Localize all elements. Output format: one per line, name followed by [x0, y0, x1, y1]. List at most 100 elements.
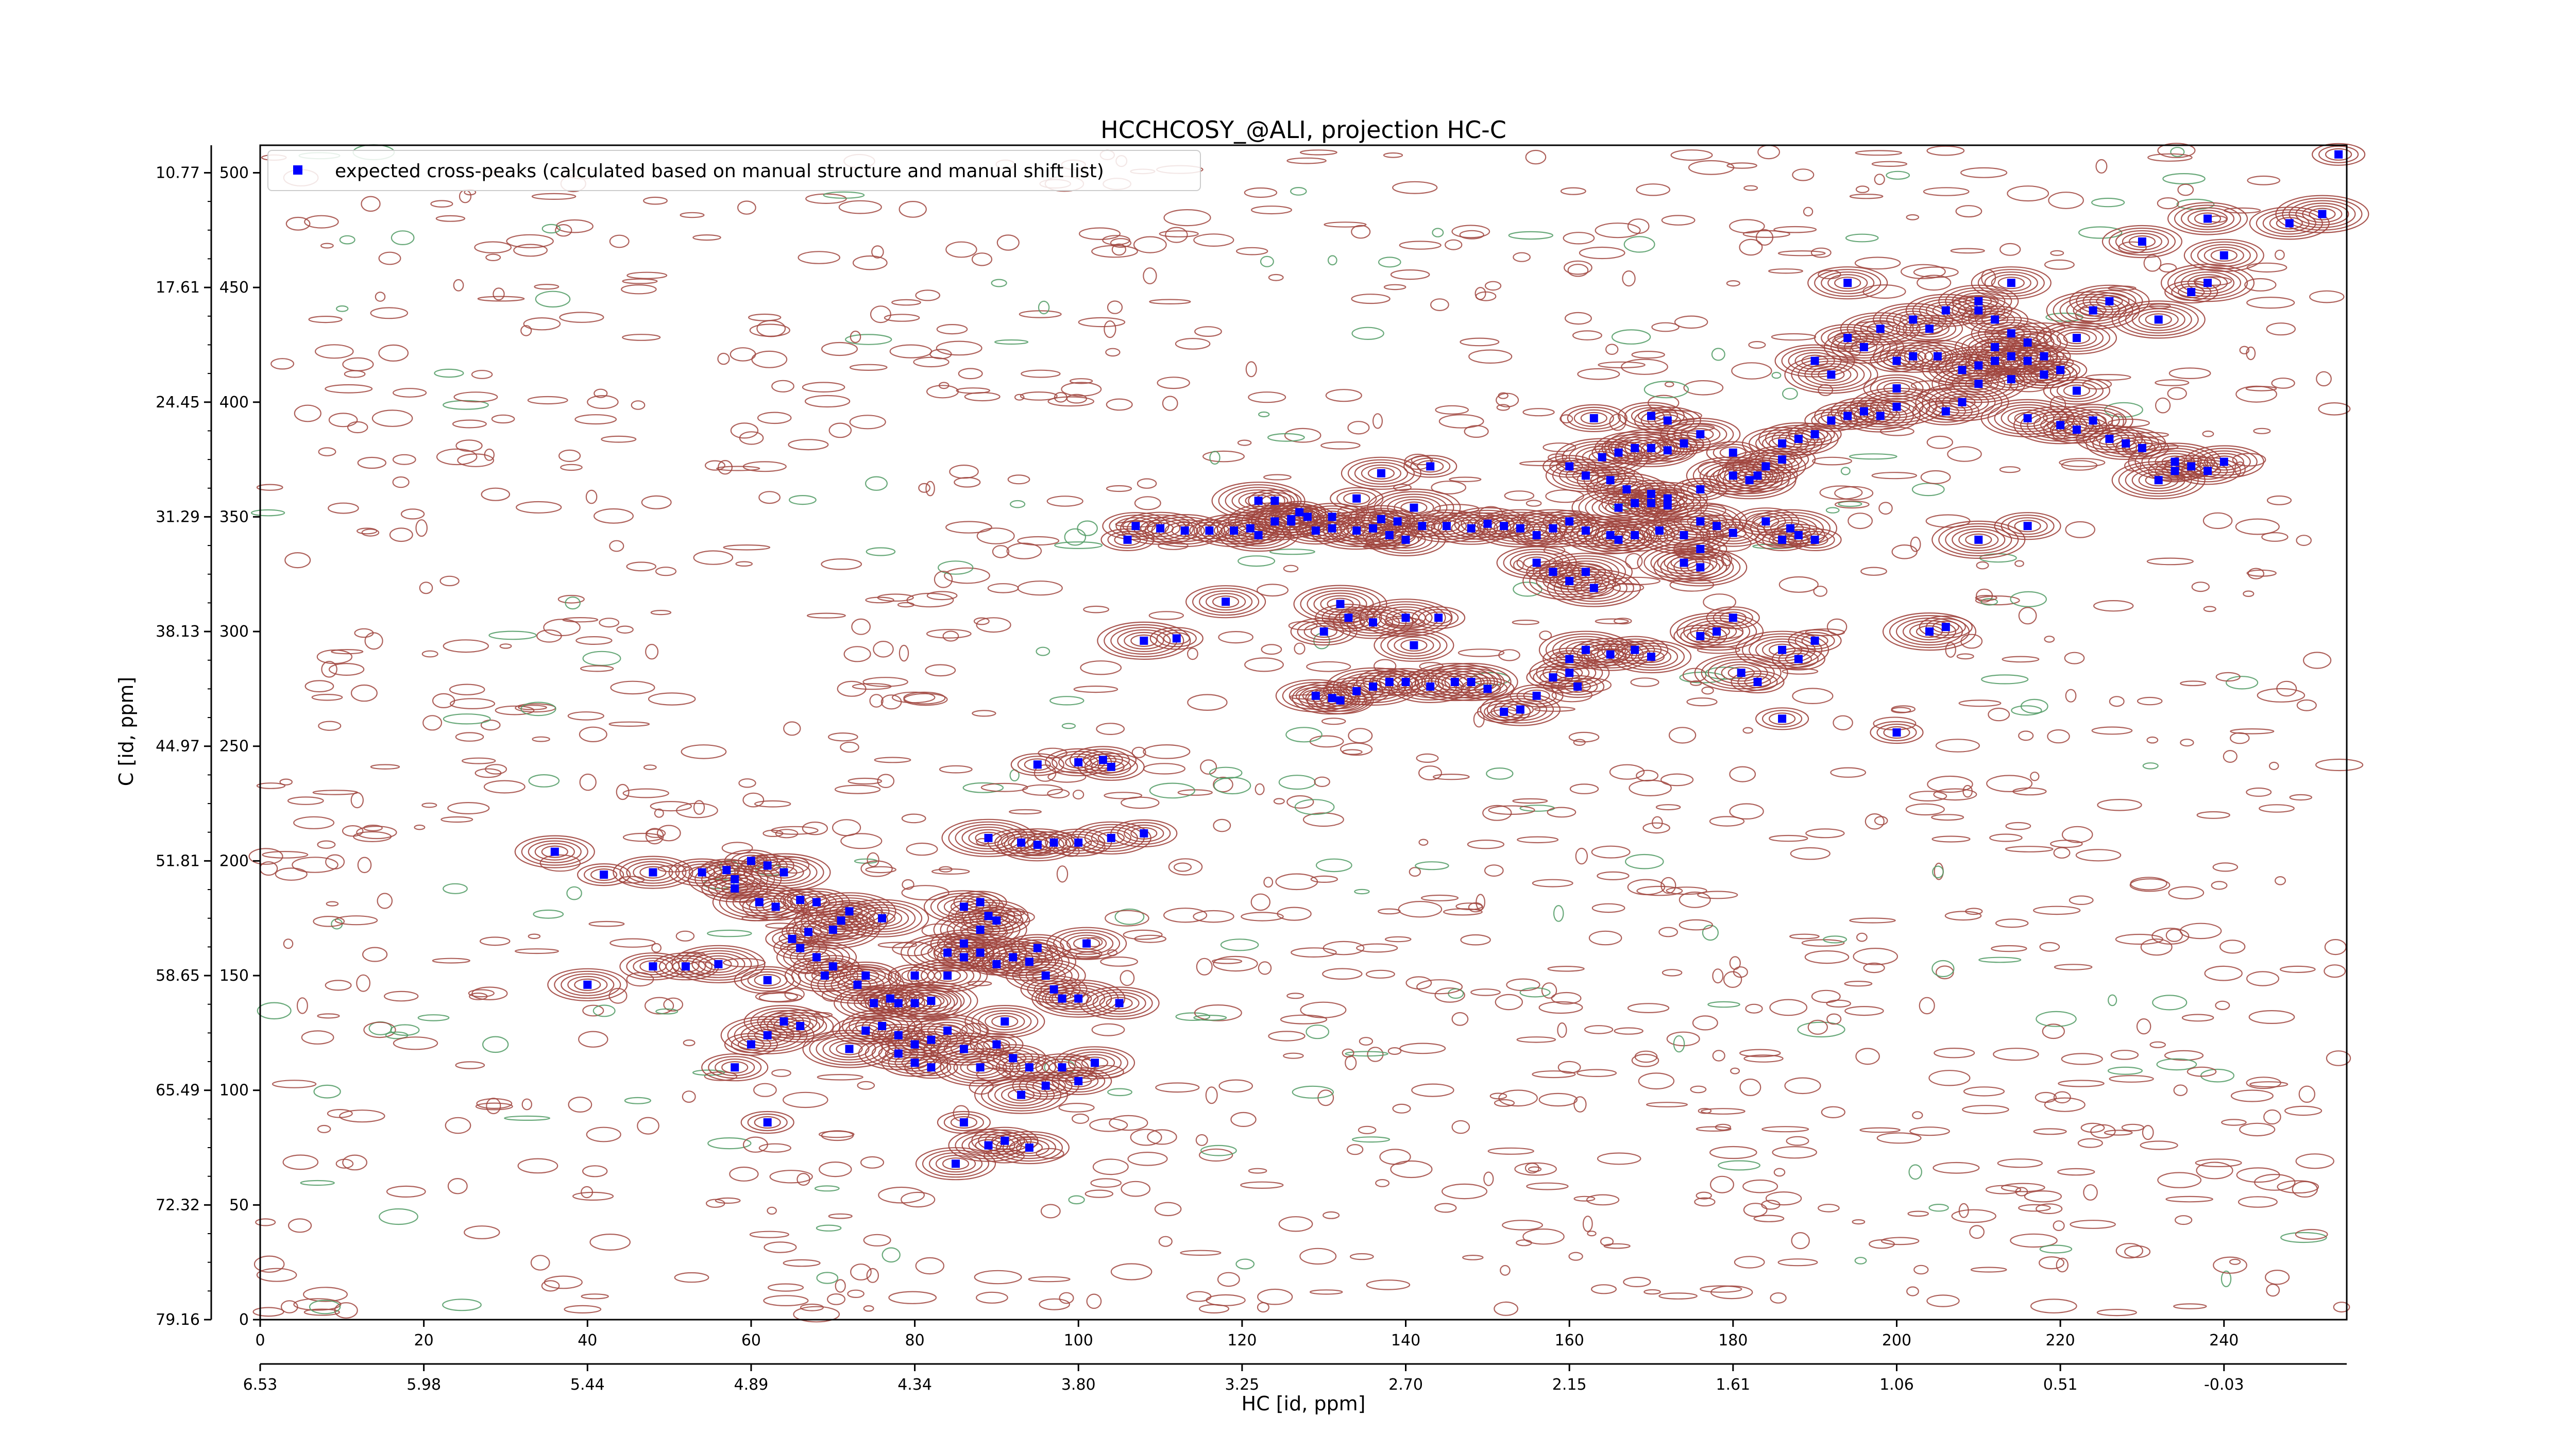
- cross-peak-marker: [886, 994, 894, 1003]
- cross-peak-marker: [1974, 380, 1983, 388]
- noise-contour: [656, 825, 681, 842]
- y-ppm-tick-label: 65.49: [156, 1082, 200, 1100]
- noise-contour-negative: [390, 1024, 420, 1036]
- noise-contour: [1646, 1102, 1688, 1107]
- cross-peak-marker: [2138, 443, 2146, 452]
- noise-contour: [742, 461, 787, 472]
- noise-contour: [1047, 396, 1095, 407]
- peak-contour: [1091, 758, 1131, 776]
- noise-contour: [1393, 484, 1412, 491]
- noise-contour: [574, 414, 617, 425]
- noise-contour: [2149, 1041, 2166, 1048]
- noise-contour: [2202, 512, 2233, 530]
- peak-contour: [1942, 393, 1982, 411]
- peak-contour: [1009, 1138, 1050, 1157]
- noise-contour-negative: [2104, 402, 2143, 418]
- noise-contour: [2147, 153, 2193, 162]
- peak-contour: [1837, 335, 1891, 359]
- noise-contour-negative: [1068, 1195, 1085, 1205]
- noise-contour: [1212, 958, 1243, 964]
- noise-contour: [2244, 278, 2277, 292]
- noise-contour: [721, 842, 753, 855]
- noise-contour: [279, 778, 293, 786]
- peak-contour: [1486, 695, 1554, 724]
- noise-contour: [753, 1083, 777, 1097]
- noise-contour-negative: [1267, 433, 1305, 442]
- peak-contour: [732, 891, 786, 914]
- peak-contour: [760, 1009, 841, 1043]
- noise-contour: [1351, 294, 1391, 304]
- noise-contour: [447, 1177, 468, 1194]
- cross-peak-marker: [1025, 1143, 1033, 1152]
- noise-contour: [364, 632, 383, 650]
- peak-contour: [2079, 414, 2107, 427]
- cross-peak-marker: [1876, 325, 1885, 333]
- cross-peak-marker: [1001, 1017, 1009, 1026]
- peak-contour: [1365, 601, 1446, 635]
- noise-contour: [1069, 378, 1093, 384]
- noise-contour-negative: [1553, 904, 1564, 922]
- noise-contour: [793, 1306, 840, 1323]
- peak-contour: [1543, 510, 1597, 533]
- noise-contour: [1773, 226, 1817, 233]
- noise-contour: [863, 1305, 874, 1312]
- cross-peak-marker: [1172, 634, 1181, 643]
- noise-contour: [2275, 249, 2285, 260]
- noise-contour: [1630, 677, 1659, 687]
- noise-contour: [767, 1206, 777, 1215]
- noise-contour: [1674, 315, 1708, 329]
- noise-contour: [1833, 715, 1853, 731]
- peak-contour: [678, 947, 759, 981]
- noise-contour: [645, 643, 659, 660]
- peak-contour: [1580, 412, 1607, 425]
- noise-contour: [1753, 1215, 1785, 1222]
- cross-peak-marker: [1434, 613, 1443, 622]
- peak-contour: [1781, 347, 1849, 375]
- cross-peak-marker: [1246, 524, 1255, 533]
- noise-contour-negative: [1508, 231, 1553, 240]
- noise-contour-negative: [1707, 1001, 1740, 1008]
- peak-contour: [1045, 984, 1112, 1013]
- peak-contour: [1124, 631, 1164, 650]
- noise-contour: [2296, 535, 2312, 546]
- cross-peak-marker: [976, 898, 985, 907]
- noise-contour: [860, 1156, 885, 1169]
- noise-contour: [593, 508, 634, 524]
- noise-contour: [1742, 1179, 1778, 1193]
- peak-contour: [1117, 629, 1171, 653]
- noise-contour: [1280, 1014, 1328, 1025]
- peak-contour: [1631, 407, 1672, 425]
- noise-contour: [2173, 1303, 2207, 1309]
- noise-contour: [852, 683, 892, 690]
- peak-contour: [1590, 471, 1631, 489]
- y-index-tick-label: 450: [219, 279, 249, 297]
- noise-contour: [1962, 784, 1973, 798]
- noise-contour-negative: [488, 630, 537, 640]
- noise-contour-negative: [1061, 723, 1076, 729]
- noise-contour: [439, 575, 460, 587]
- noise-contour: [654, 808, 664, 818]
- cross-peak-marker: [1467, 524, 1476, 533]
- cross-peak-marker: [1295, 508, 1304, 517]
- noise-contour: [2303, 652, 2332, 669]
- noise-contour: [757, 412, 792, 424]
- cross-peak-marker: [1696, 563, 1705, 572]
- peak-contour: [1769, 643, 1796, 656]
- noise-contour: [1696, 1126, 1732, 1132]
- cross-peak-marker: [1647, 499, 1655, 507]
- noise-contour: [857, 1081, 875, 1090]
- cross-peak-marker: [2318, 210, 2327, 218]
- noise-contour: [1162, 396, 1178, 411]
- noise-contour: [609, 234, 630, 248]
- peak-contour: [1719, 469, 1747, 482]
- peak-contour: [1850, 340, 1877, 354]
- peak-contour: [1114, 533, 1141, 547]
- x-index-tick-label: 220: [2045, 1331, 2075, 1350]
- cross-peak-marker: [1033, 760, 1042, 769]
- peak-contour: [1737, 673, 1778, 691]
- noise-contour: [945, 241, 977, 258]
- noise-contour: [1859, 1127, 1901, 1133]
- noise-contour-negative: [707, 929, 752, 937]
- peak-contour: [1474, 682, 1501, 695]
- cross-peak-marker: [1606, 476, 1615, 485]
